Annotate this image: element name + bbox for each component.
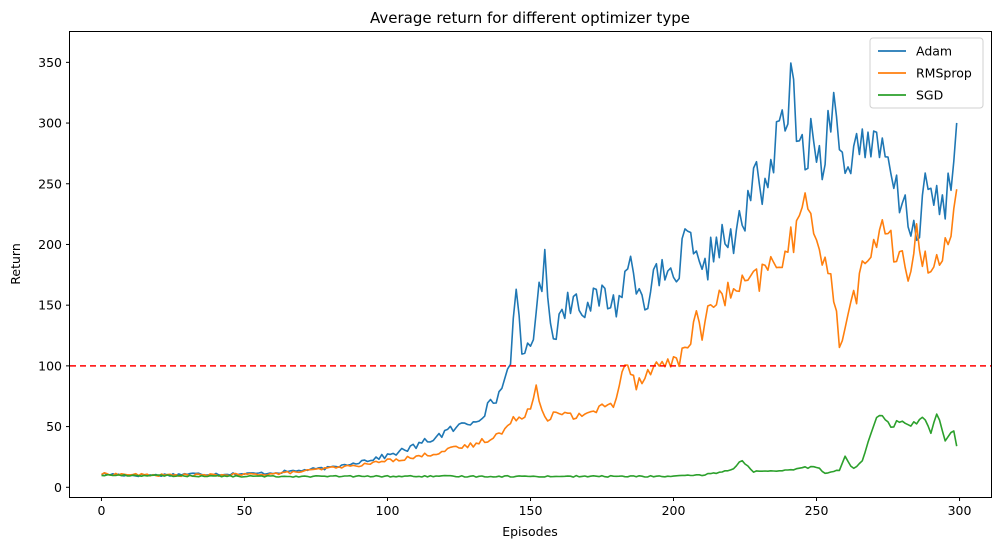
x-tick-label: 50 — [237, 503, 253, 518]
y-tick-label: 0 — [54, 480, 62, 495]
legend-label-sgd: SGD — [916, 88, 943, 103]
x-tick-label: 200 — [662, 503, 686, 518]
legend: Adam RMSprop SGD — [869, 37, 984, 109]
x-tick-label: 150 — [519, 503, 543, 518]
x-axis: 0 50 100 150 200 250 300 — [97, 497, 972, 518]
x-tick-label: 0 — [97, 503, 105, 518]
x-tick-label: 100 — [376, 503, 400, 518]
y-tick-label: 300 — [38, 116, 62, 131]
series-line-sgd — [101, 413, 958, 478]
series-line-rmsprop — [101, 189, 958, 478]
x-tick-label: 300 — [948, 503, 972, 518]
y-tick-label: 350 — [38, 55, 62, 70]
series-layer — [101, 62, 958, 478]
y-tick-label: 100 — [38, 358, 62, 373]
legend-box — [869, 37, 984, 109]
y-axis: 0 50 100 150 200 250 300 350 — [38, 55, 70, 495]
legend-label-rmsprop: RMSprop — [916, 66, 972, 81]
y-tick-label: 50 — [46, 419, 62, 434]
legend-label-adam: Adam — [916, 44, 952, 59]
x-axis-label: Episodes — [502, 524, 558, 539]
y-tick-label: 200 — [38, 237, 62, 252]
y-tick-label: 150 — [38, 298, 62, 313]
chart-title: Average return for different optimizer t… — [370, 9, 690, 27]
y-axis-label: Return — [8, 243, 23, 284]
y-tick-label: 250 — [38, 176, 62, 191]
x-tick-label: 250 — [805, 503, 829, 518]
